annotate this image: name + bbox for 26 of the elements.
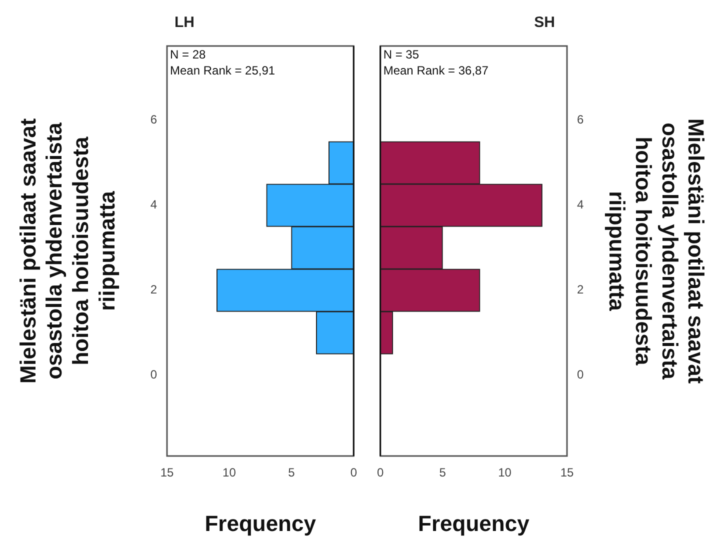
chart-title: LH xyxy=(174,14,194,32)
x-tick-label: 10 xyxy=(222,466,236,480)
x-tick-label: 15 xyxy=(560,466,574,480)
y-tick-label: 6 xyxy=(150,112,158,127)
chart-title: SH xyxy=(534,14,555,32)
y-tick-label: 0 xyxy=(150,368,158,382)
annotation: N = 28 xyxy=(170,47,206,62)
annotation: N = 35 xyxy=(383,47,420,62)
x-axis-title: Frequency xyxy=(204,510,317,536)
annotation: Mean Rank = 25,91 xyxy=(170,63,276,78)
x-tick-label: 10 xyxy=(498,466,512,480)
x-axis-title: Frequency xyxy=(418,510,530,536)
y-tick-label: 0 xyxy=(577,368,584,382)
y-tick-label: 2 xyxy=(150,282,158,297)
x-tick-label: 5 xyxy=(439,466,446,480)
x-tick-label: 15 xyxy=(160,466,174,480)
y-tick-label: 4 xyxy=(577,198,584,212)
x-tick-label: 0 xyxy=(350,466,358,480)
annotation: Mean Rank = 36,87 xyxy=(383,63,489,78)
y-axis-title: Mielestäni potilaat saavat osastolla yhdenvertaista hoitoa hoitoisuudesta riippumatta xyxy=(15,118,120,384)
x-tick-label: 5 xyxy=(288,466,296,480)
y-axis-title: Mielestäni potilaat saavat osastolla yhdenvertaista hoitoa hoitoisuudesta riippumatta xyxy=(604,118,709,384)
y-tick-label: 2 xyxy=(577,282,584,297)
y-tick-label: 6 xyxy=(577,112,584,127)
y-tick-label: 4 xyxy=(150,198,158,212)
x-tick-label: 0 xyxy=(376,466,384,480)
